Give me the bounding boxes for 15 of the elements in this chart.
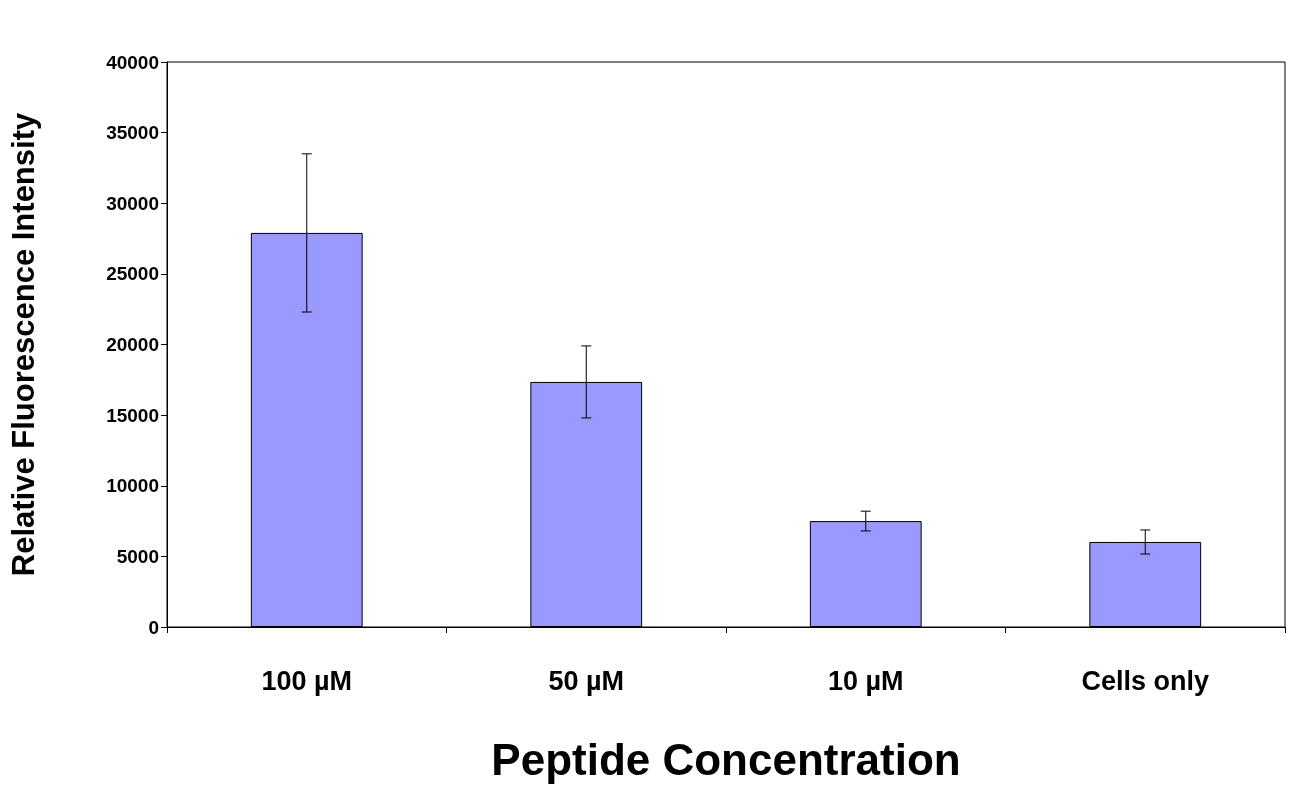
y-axis-title: Relative Fluorescence Intensity [6,112,41,577]
x-tick-label: 10 µM [827,665,904,696]
x-axis-title: Peptide Concentration [491,734,961,784]
y-tick-label: 5000 [116,545,159,567]
y-tick-label: 35000 [106,122,159,144]
y-tick-label: 15000 [106,404,159,426]
y-tick-label: 40000 [106,51,159,73]
y-tick-label: 10000 [106,475,159,497]
x-tick-label: Cells only [1081,665,1210,696]
y-tick-label: 0 [148,616,159,638]
x-tick-label: 50 µM [548,665,625,696]
y-tick-label: 30000 [106,192,159,214]
y-tick-label: 25000 [106,263,159,285]
y-tick-label: 20000 [106,334,159,355]
x-tick-label: 100 µM [261,665,353,696]
